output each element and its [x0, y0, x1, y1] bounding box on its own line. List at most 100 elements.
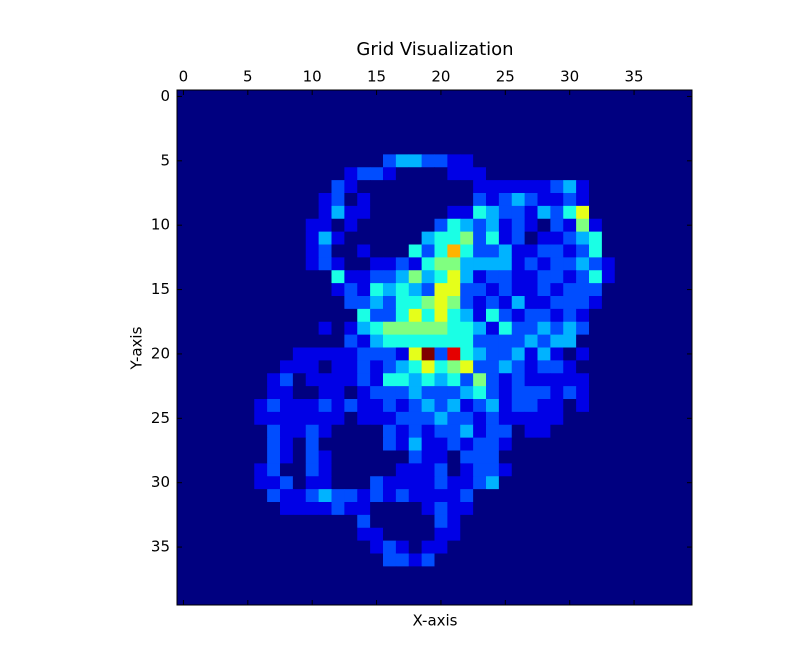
heatmap-cell [292, 360, 307, 374]
heatmap-cell [563, 502, 577, 516]
heatmap-cell [640, 102, 654, 117]
heatmap-cell [589, 476, 603, 490]
heatmap-cell [601, 231, 616, 245]
heatmap-cell [292, 553, 307, 567]
heatmap-cell [511, 386, 526, 400]
heatmap-cell [370, 373, 384, 387]
heatmap-cell [460, 347, 474, 361]
heatmap-cell [408, 566, 423, 580]
heatmap-cell [267, 540, 281, 554]
heatmap-cell [601, 373, 616, 387]
heatmap-cell [254, 514, 268, 529]
heatmap-cell [370, 463, 384, 477]
heatmap-cell [434, 476, 448, 490]
heatmap-cell [408, 399, 423, 413]
heatmap-cell [511, 540, 526, 554]
heatmap-cell [202, 527, 217, 542]
heatmap-cell [383, 476, 397, 490]
heatmap-cell [627, 218, 641, 233]
heatmap-cell [576, 489, 590, 503]
heatmap-cell [228, 205, 242, 220]
heatmap-cell [408, 579, 423, 593]
heatmap-cell [511, 90, 526, 104]
heatmap-cell [228, 399, 242, 413]
heatmap-cell [267, 308, 281, 323]
heatmap-cell [524, 167, 538, 181]
heatmap-cell [589, 115, 603, 130]
heatmap-cell [576, 154, 590, 168]
heatmap-cell [601, 386, 616, 400]
heatmap-cell [486, 437, 500, 451]
heatmap-cell [666, 527, 680, 542]
heatmap-cell [344, 205, 358, 220]
heatmap-cell [473, 424, 487, 439]
heatmap-cell [537, 102, 551, 117]
heatmap-cell [280, 283, 294, 297]
heatmap-cell [292, 244, 307, 258]
heatmap-cell [614, 167, 629, 181]
heatmap-cell [254, 502, 268, 516]
heatmap-cell [202, 283, 217, 297]
heatmap-cell [395, 102, 410, 117]
heatmap-cell [524, 592, 538, 606]
heatmap-cell [254, 244, 268, 258]
heatmap-cell [460, 476, 474, 490]
heatmap-cell [589, 502, 603, 516]
heatmap-cell [241, 334, 255, 348]
heatmap-cell [280, 128, 294, 142]
heatmap-cell [524, 373, 538, 387]
heatmap-cell [498, 476, 513, 490]
heatmap-cell [421, 347, 435, 361]
heatmap-cell [267, 334, 281, 348]
heatmap-cell [524, 102, 538, 117]
heatmap-cell [627, 527, 641, 542]
heatmap-cell [344, 489, 358, 503]
heatmap-cell [589, 244, 603, 258]
heatmap-cell [254, 321, 268, 336]
heatmap-cell [550, 489, 564, 503]
heatmap-cell [640, 193, 654, 207]
heatmap-cell [679, 592, 693, 606]
heatmap-cell [653, 205, 667, 220]
heatmap-cell [383, 373, 397, 387]
heatmap-cell [434, 270, 448, 284]
heatmap-cell [241, 102, 255, 117]
heatmap-cell [460, 424, 474, 439]
heatmap-cell [447, 154, 461, 168]
heatmap-cell [292, 347, 307, 361]
heatmap-cell [241, 437, 255, 451]
heatmap-cell [370, 592, 384, 606]
heatmap-cell [666, 154, 680, 168]
heatmap-cell [370, 347, 384, 361]
heatmap-cell [537, 321, 551, 336]
heatmap-cell [421, 373, 435, 387]
heatmap-cell [292, 193, 307, 207]
chart-title: Grid Visualization [356, 39, 513, 60]
heatmap-cell [331, 205, 345, 220]
heatmap-cell [486, 218, 500, 233]
heatmap-cell [344, 514, 358, 529]
heatmap-cell [614, 566, 629, 580]
heatmap-cell [318, 321, 332, 336]
heatmap-cell [473, 334, 487, 348]
heatmap-cell [640, 283, 654, 297]
heatmap-cell [614, 193, 629, 207]
heatmap-cell [601, 424, 616, 439]
heatmap-cell [318, 386, 332, 400]
heatmap-cell [447, 244, 461, 258]
heatmap-cell [486, 308, 500, 323]
heatmap-cell [408, 90, 423, 104]
heatmap-cell [601, 115, 616, 130]
heatmap-cell [344, 154, 358, 168]
heatmap-cell [383, 424, 397, 439]
heatmap-cell [215, 257, 229, 271]
heatmap-cell [447, 476, 461, 490]
heatmap-cell [395, 463, 410, 477]
heatmap-cell [614, 424, 629, 439]
heatmap-cell [434, 566, 448, 580]
heatmap-cell [679, 386, 693, 400]
heatmap-cell [189, 373, 204, 387]
heatmap-cell [460, 321, 474, 336]
heatmap-cell [640, 527, 654, 542]
heatmap-cell [563, 579, 577, 593]
